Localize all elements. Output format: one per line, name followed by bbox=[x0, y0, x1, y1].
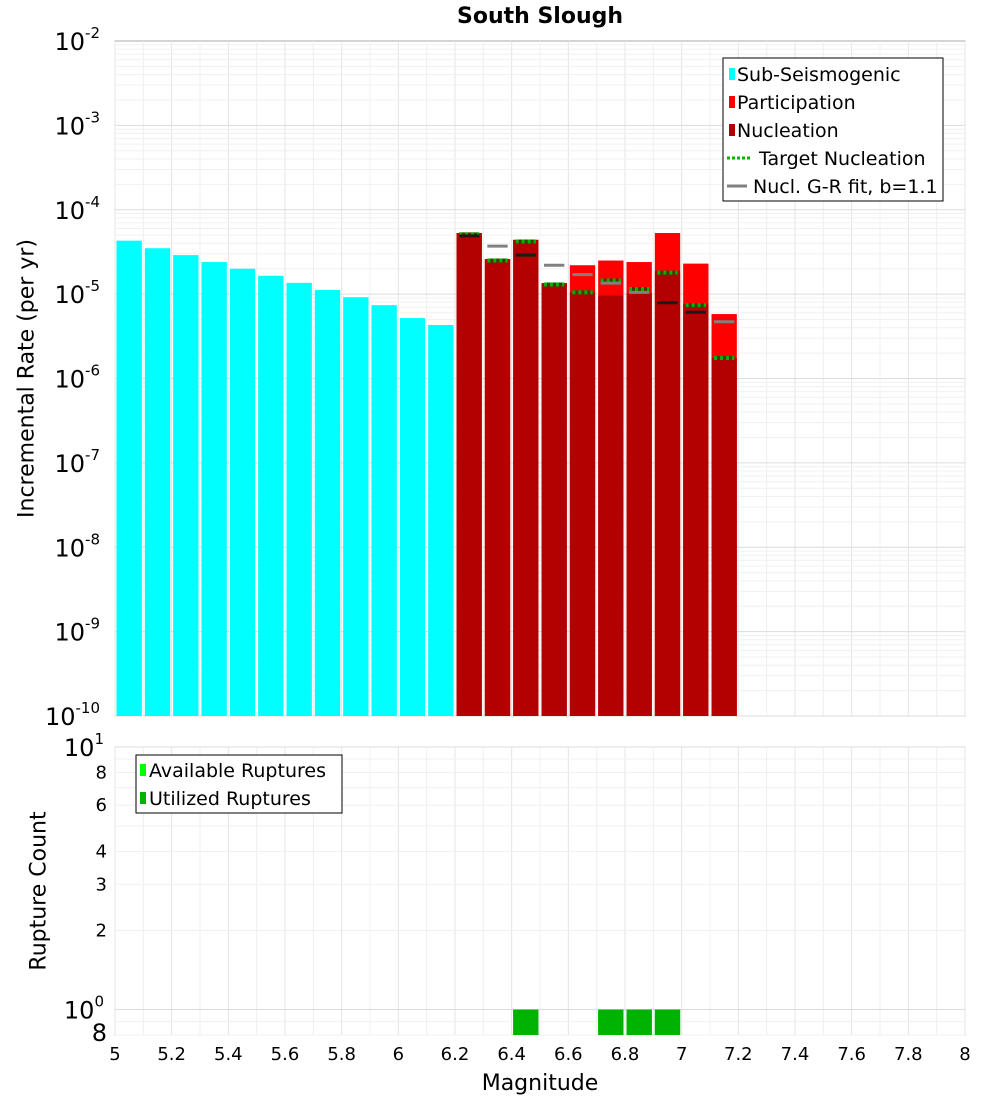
x-tick-label: 6.8 bbox=[611, 1044, 640, 1065]
sub-seismogenic-bar bbox=[144, 248, 171, 717]
x-tick-label: 7 bbox=[676, 1044, 687, 1065]
sub-seismogenic-bar bbox=[343, 297, 369, 716]
utilized-ruptures-bar bbox=[513, 1009, 539, 1035]
top-bars bbox=[116, 233, 737, 717]
bottom-y-minor-tick-label: 8 bbox=[96, 762, 107, 783]
legend-label: Participation bbox=[737, 92, 856, 114]
sub-seismogenic-bar bbox=[173, 255, 199, 716]
top-y-tick-label: 10-10 bbox=[45, 699, 100, 731]
top-y-tick-label: 10-2 bbox=[54, 24, 100, 56]
utilized-ruptures-bar bbox=[626, 1009, 652, 1035]
utilized-ruptures-bar bbox=[598, 1009, 624, 1035]
nucleation-bar bbox=[541, 283, 567, 716]
sub-seismogenic-bar bbox=[371, 305, 397, 716]
top-y-ticks: 10-2 10-3 10-4 10-5 10-6 10-7 10-8 10-9 10-10 bbox=[45, 24, 100, 731]
x-tick-label: 5.8 bbox=[327, 1044, 356, 1065]
sub-seismogenic-bar bbox=[314, 289, 341, 716]
nucleation-bar bbox=[456, 233, 482, 716]
bottom-y-minor-tick-label: 6 bbox=[96, 795, 107, 816]
x-tick-label: 6.4 bbox=[497, 1044, 526, 1065]
nucleation-bar bbox=[626, 293, 652, 716]
legend-swatch bbox=[729, 96, 735, 108]
utilized-ruptures-bar bbox=[654, 1009, 681, 1035]
x-tick-label: 5.4 bbox=[214, 1044, 243, 1065]
top-y-tick-label: 10-3 bbox=[54, 108, 100, 140]
x-tick-label: 8 bbox=[959, 1044, 970, 1065]
bottom-y-minor-tick-label: 2 bbox=[96, 921, 107, 942]
top-legend: Sub-Seismogenic Participation Nucleation Ta… bbox=[722, 57, 944, 202]
top-y-tick-label: 10-5 bbox=[54, 277, 100, 309]
legend-swatch bbox=[140, 764, 146, 776]
legend-swatch bbox=[729, 68, 735, 80]
x-axis-label: Magnitude bbox=[482, 1071, 599, 1096]
bottom-y-minor-tick-label: 4 bbox=[96, 841, 107, 862]
x-tick-label: 7.6 bbox=[837, 1044, 866, 1065]
top-y-tick-label: 10-7 bbox=[54, 446, 100, 478]
x-tick-label: 6.6 bbox=[554, 1044, 583, 1065]
legend-label: Available Ruptures bbox=[149, 760, 326, 782]
x-tick-label: 5 bbox=[109, 1044, 120, 1065]
bottom-bars bbox=[513, 1009, 681, 1035]
top-y-tick-label: 10-9 bbox=[54, 615, 100, 647]
nucleation-bar bbox=[654, 270, 681, 716]
top-y-tick-label: 10-4 bbox=[54, 193, 100, 225]
nucleation-bar bbox=[683, 303, 709, 716]
legend-label: Nucleation bbox=[737, 120, 839, 142]
x-ticks: 5 5.2 5.4 5.6 5.8 6 6.2 6.4 6.6 6.8 7 7.2 7.4 7.6 7.8 8 bbox=[109, 1044, 970, 1065]
legend-swatch bbox=[140, 792, 146, 804]
x-tick-label: 5.2 bbox=[157, 1044, 186, 1065]
sub-seismogenic-bar bbox=[201, 262, 227, 716]
top-plot: 10-2 10-3 10-4 10-5 10-6 10-7 10-8 10-9 10-10 So… bbox=[15, 4, 966, 731]
x-tick-label: 7.2 bbox=[724, 1044, 753, 1065]
bottom-y-minor-tick-label: 3 bbox=[96, 874, 107, 895]
bottom-y-tick-label: 101 bbox=[64, 730, 104, 762]
top-y-axis-label: Incremental Rate (per yr) bbox=[15, 239, 40, 518]
bottom-legend: Available Ruptures Utilized Ruptures bbox=[135, 754, 343, 814]
top-legend-box bbox=[722, 57, 944, 202]
bottom-y-minor-tick-label: 8 bbox=[92, 1019, 107, 1047]
x-tick-label: 6.2 bbox=[441, 1044, 470, 1065]
nucleation-bar bbox=[598, 295, 624, 716]
sub-seismogenic-bar bbox=[399, 318, 426, 716]
x-tick-label: 7.8 bbox=[894, 1044, 923, 1065]
sub-seismogenic-bar bbox=[229, 268, 256, 716]
top-markers bbox=[459, 232, 735, 360]
sub-seismogenic-bar bbox=[286, 282, 312, 716]
legend-label: Nucl. G-R fit, b=1.1 bbox=[753, 176, 938, 198]
x-tick-label: 5.6 bbox=[271, 1044, 300, 1065]
x-tick-label: 6 bbox=[393, 1044, 404, 1065]
nucleation-bar bbox=[711, 357, 737, 716]
nucleation-bar bbox=[484, 259, 511, 716]
sub-seismogenic-bar bbox=[428, 325, 454, 716]
chart-title: South Slough bbox=[457, 4, 623, 29]
legend-label: Target Nucleation bbox=[758, 148, 926, 170]
legend-label: Utilized Ruptures bbox=[149, 788, 311, 810]
legend-swatch bbox=[729, 124, 735, 136]
bottom-y-axis-label: Rupture Count bbox=[27, 811, 52, 971]
bottom-legend-box bbox=[135, 754, 343, 814]
nucleation-bar bbox=[513, 239, 539, 716]
bottom-y-tick-label: 100 bbox=[64, 993, 104, 1025]
top-y-tick-label: 10-8 bbox=[54, 530, 100, 562]
legend-label: Sub-Seismogenic bbox=[737, 64, 901, 86]
sub-seismogenic-bar bbox=[258, 275, 284, 716]
nucleation-bar bbox=[569, 292, 596, 716]
sub-seismogenic-bar bbox=[116, 240, 142, 717]
x-tick-label: 7.4 bbox=[781, 1044, 810, 1065]
top-y-tick-label: 10-6 bbox=[54, 362, 100, 394]
